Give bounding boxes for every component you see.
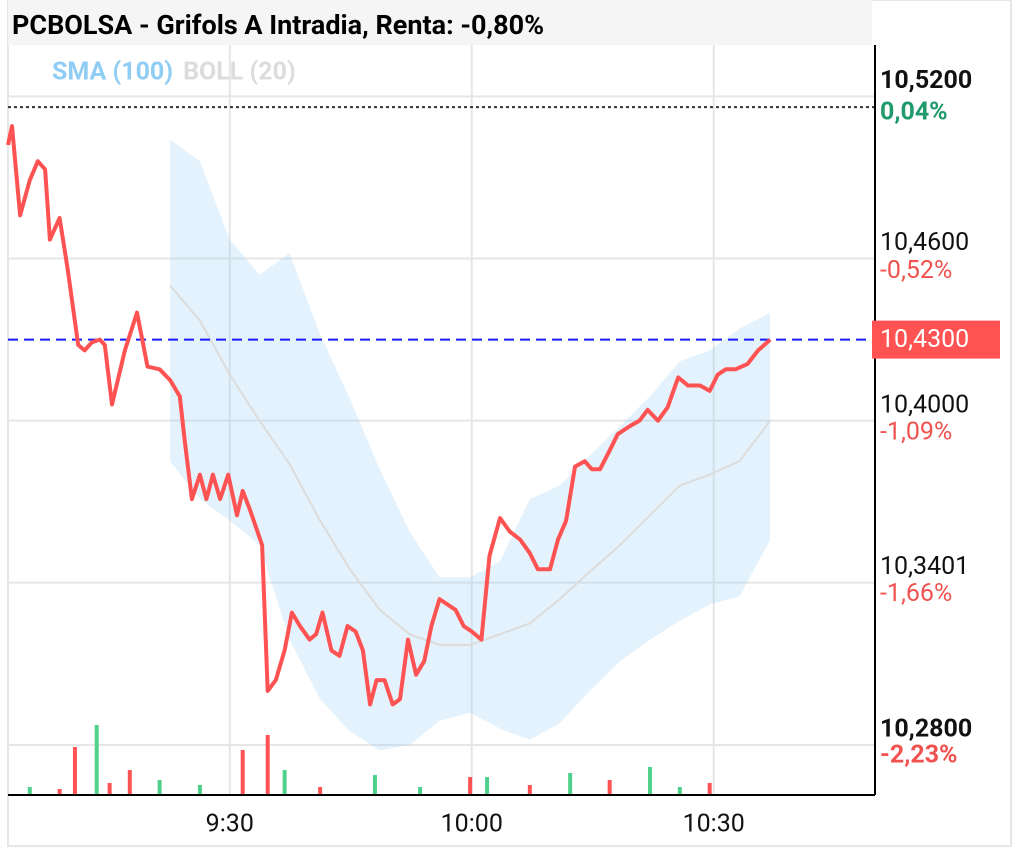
volume-bar	[27, 787, 32, 795]
volume-bar	[94, 725, 99, 795]
volume-bar	[318, 787, 323, 795]
y2-tick-label: -2,23%	[880, 740, 958, 769]
volume-bar	[418, 787, 423, 795]
volume-bar	[372, 775, 377, 795]
x-tick-label: 9:30	[206, 810, 254, 839]
y-tick-label: 10,5200	[880, 66, 972, 95]
last-price-box	[872, 320, 1000, 359]
frame	[7, 0, 1012, 847]
volume-bar	[107, 783, 112, 795]
volume-bar	[57, 789, 62, 795]
volume-bar	[607, 780, 612, 795]
volume-bar	[468, 777, 473, 795]
volume-bar	[197, 785, 202, 795]
volume-bar	[72, 747, 77, 795]
y-tick-label: 10,2800	[880, 715, 972, 744]
chart-title: PCBOLSA - Grifols A Intradia, Renta: -0,…	[12, 9, 544, 41]
y2-tick-label: -0,52%	[880, 256, 952, 285]
volume-bar	[127, 770, 132, 795]
y-tick-label: 10,3401	[880, 552, 969, 581]
volume-bar	[240, 750, 245, 795]
volume-bar	[568, 773, 573, 795]
middle-line	[169, 284, 771, 646]
volume-bar	[647, 767, 652, 795]
volume-bar	[157, 780, 162, 795]
title-bar	[8, 0, 872, 45]
volume-bar	[527, 785, 532, 795]
y2-tick-label: -1,09%	[880, 417, 952, 446]
volume-bar	[707, 783, 712, 795]
volume-bar	[282, 770, 287, 795]
y2-tick-label: -1,66%	[880, 579, 952, 608]
volume-bar	[265, 735, 270, 795]
legend-entry: BOLL (20)	[183, 58, 296, 87]
volume-bar	[677, 787, 682, 795]
y-tick-label: 10,4000	[880, 390, 969, 419]
legend-entry: SMA (100)	[52, 58, 173, 87]
volume-bar	[485, 777, 490, 795]
y2-tick-label: 0,04%	[880, 97, 948, 126]
x-tick-label: 10:30	[683, 810, 745, 839]
last-price-label: 10,4300	[880, 325, 969, 354]
bollinger-band	[170, 139, 771, 751]
y-tick-label: 10,4600	[880, 228, 969, 257]
price-line	[6, 124, 772, 707]
x-tick-label: 10:00	[441, 810, 503, 839]
